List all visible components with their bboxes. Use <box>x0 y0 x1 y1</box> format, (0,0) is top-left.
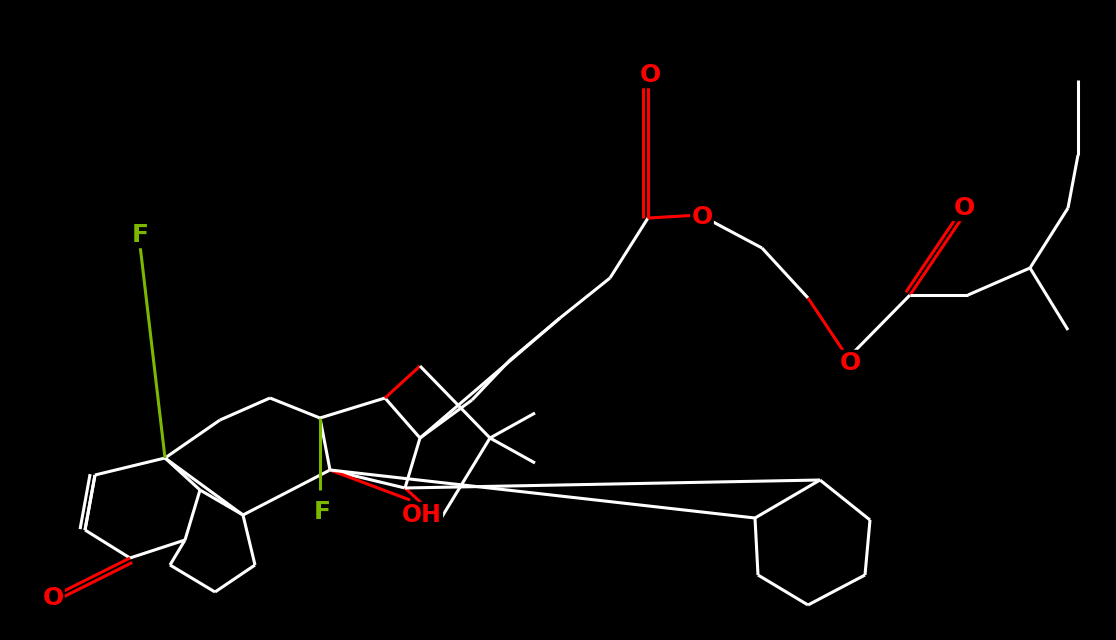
Text: O: O <box>42 586 64 610</box>
Text: O: O <box>953 196 974 220</box>
Text: F: F <box>314 500 330 524</box>
Text: O: O <box>839 351 860 375</box>
Text: O: O <box>692 205 713 229</box>
Text: F: F <box>132 223 148 247</box>
Text: O: O <box>639 63 661 87</box>
Text: OH: OH <box>402 503 442 527</box>
